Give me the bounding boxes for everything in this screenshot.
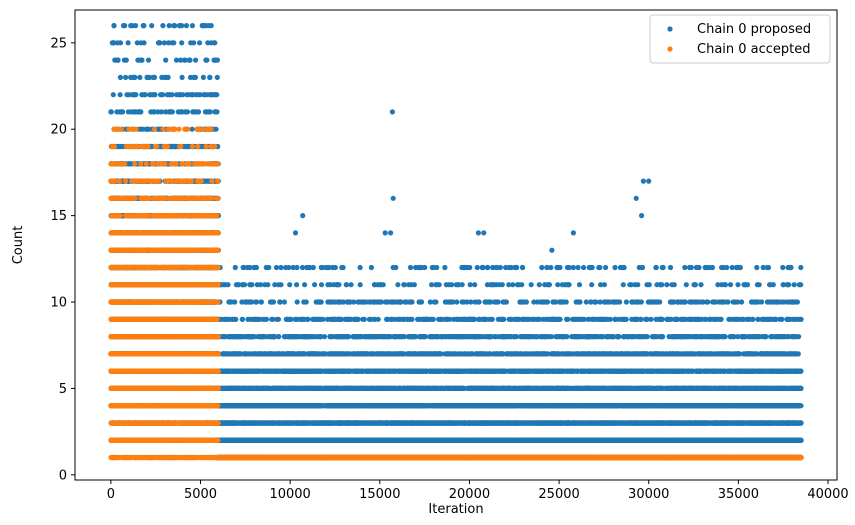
series-proposed [108,23,804,461]
points-layer [108,23,804,461]
